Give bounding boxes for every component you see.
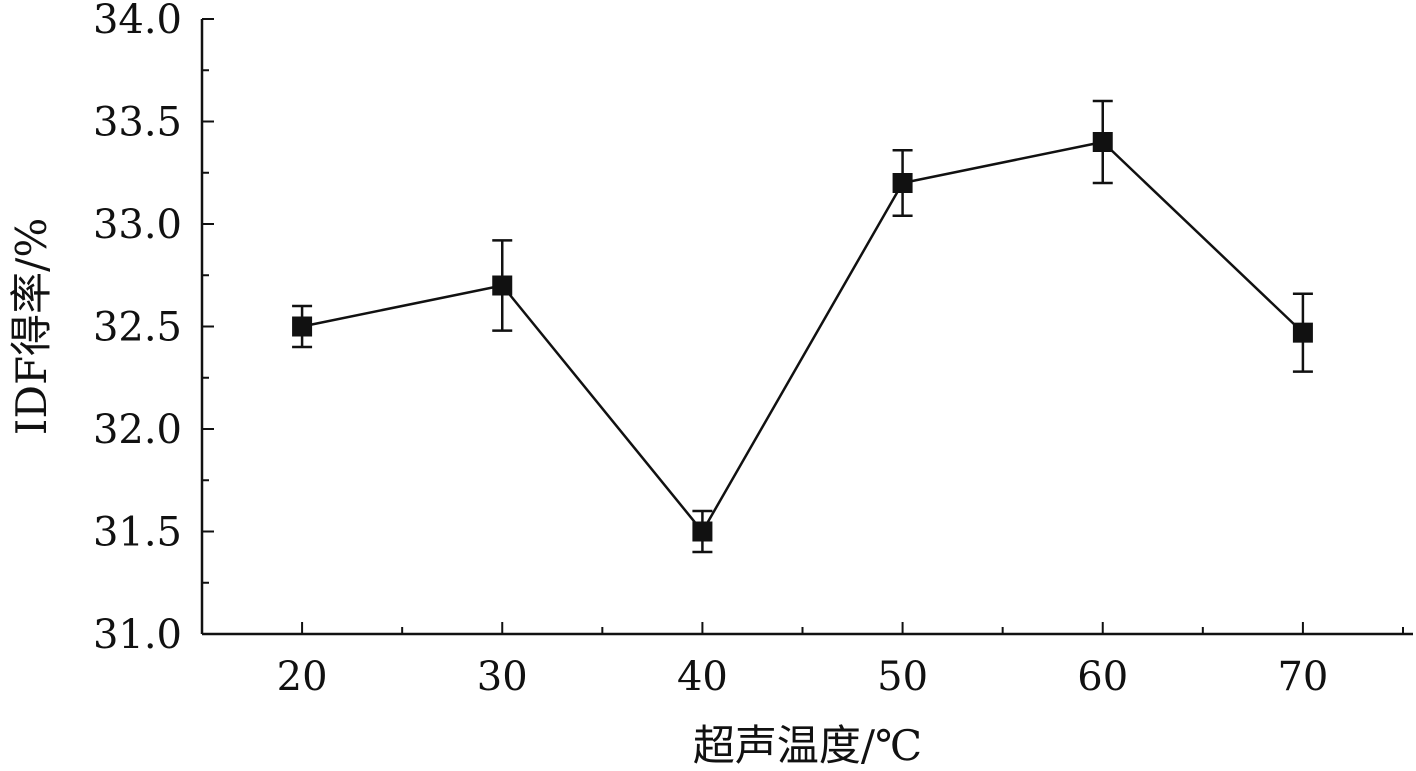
x-tick-label: 30 xyxy=(477,654,528,700)
x-tick-label: 50 xyxy=(877,654,928,700)
y-tick-label: 32.0 xyxy=(93,407,182,453)
y-axis-title: IDF得率/% xyxy=(7,218,56,435)
data-point xyxy=(292,316,313,337)
series-line xyxy=(301,140,1304,534)
x-axis-title: 超声温度/℃ xyxy=(693,721,922,770)
y-tick-label: 33.0 xyxy=(93,202,182,248)
x-tick-label: 20 xyxy=(277,654,328,700)
y-tick-label: 33.5 xyxy=(93,100,182,146)
y-tick-label: 32.5 xyxy=(93,305,182,351)
data-point xyxy=(492,275,513,296)
y-tick-label: 34.0 xyxy=(93,0,182,43)
y-axis-ticks: 31.0 31.5 32.0 32.5 33.0 33.5 34.0 xyxy=(93,0,214,658)
data-point xyxy=(692,521,713,542)
x-tick-label: 70 xyxy=(1277,654,1328,700)
data-point xyxy=(892,173,913,193)
y-tick-label: 31.0 xyxy=(93,612,182,658)
data-series xyxy=(292,99,1313,554)
x-tick-label: 60 xyxy=(1077,654,1128,700)
x-axis-ticks: 20 30 40 50 60 70 xyxy=(277,622,1404,700)
y-tick-label: 31.5 xyxy=(93,510,182,556)
data-point xyxy=(1092,132,1113,152)
data-point xyxy=(1292,322,1313,343)
axes xyxy=(200,19,1413,636)
x-tick-label: 40 xyxy=(677,654,728,700)
